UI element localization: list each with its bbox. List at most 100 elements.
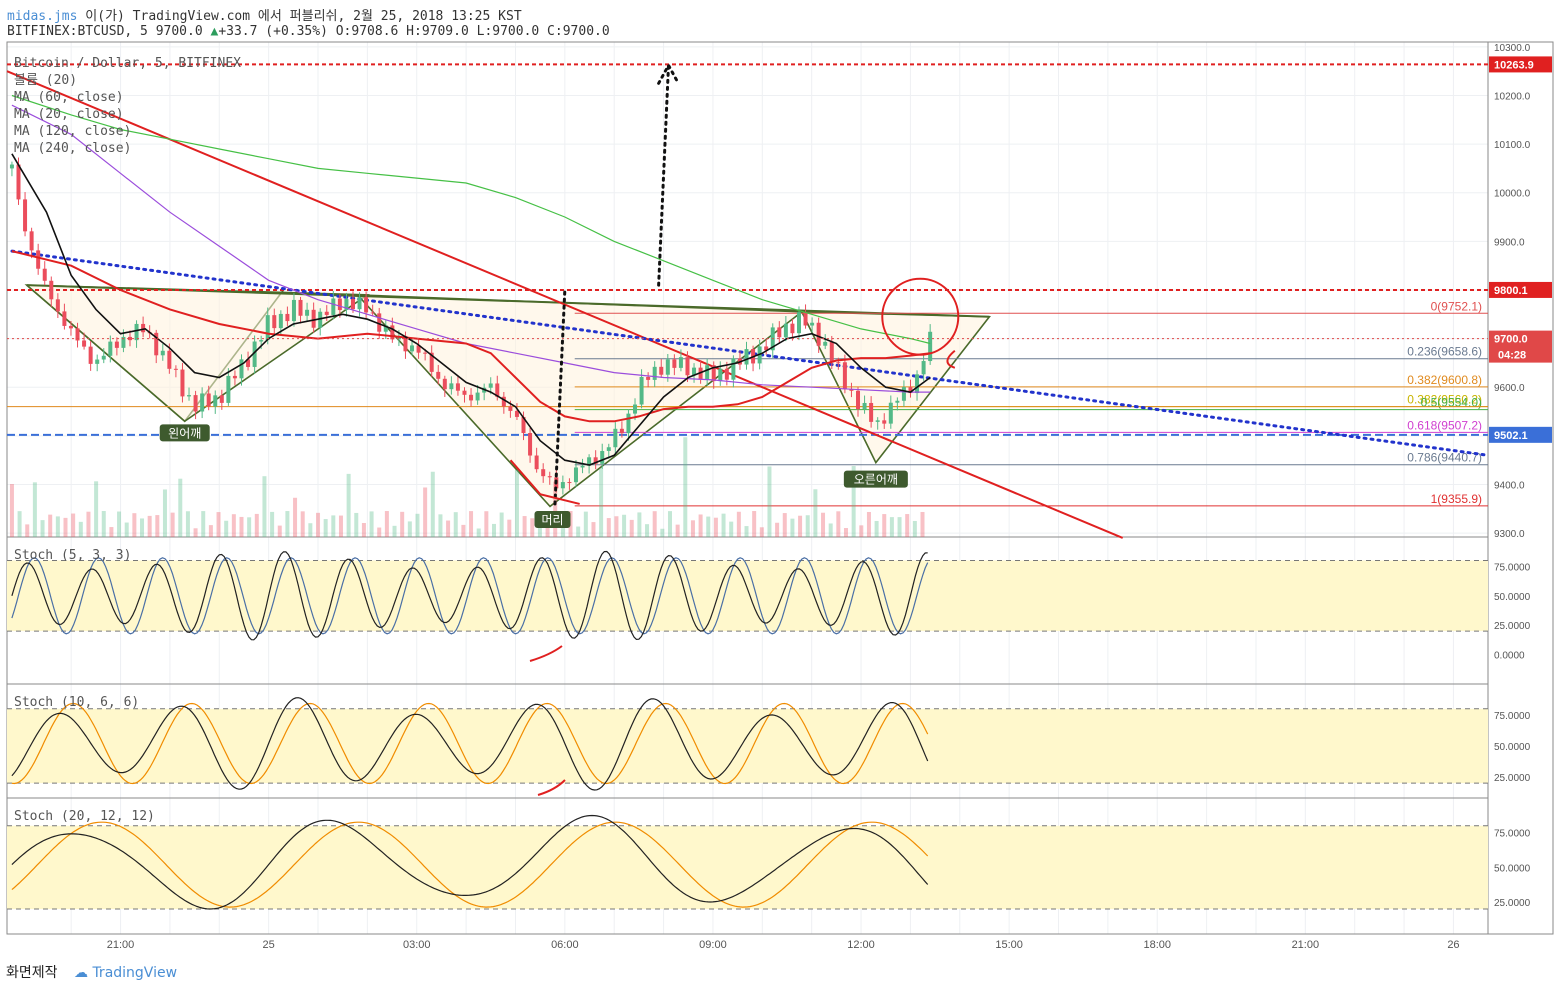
candle-body <box>108 341 113 356</box>
candle-body <box>724 368 729 380</box>
time-tick-label: 26 <box>1447 939 1459 951</box>
volume-bar <box>293 497 298 537</box>
volume-bar <box>354 512 359 537</box>
candle-body <box>213 395 218 407</box>
candle-body <box>82 340 87 347</box>
candle-body <box>862 402 867 410</box>
candle-body <box>573 467 578 483</box>
ma120-line <box>11 104 931 393</box>
candle-body <box>88 346 93 364</box>
volume-bar <box>698 514 703 537</box>
candle-body <box>75 328 80 341</box>
volume-bar <box>132 513 137 537</box>
volume-bar <box>790 518 795 537</box>
volume-bar <box>300 511 305 537</box>
volume-bar <box>469 511 474 537</box>
candle-body <box>593 457 598 464</box>
volume-bar <box>109 527 114 537</box>
price-chart[interactable]: 9300.09400.09500.09600.09700.09800.09900… <box>0 0 1554 960</box>
candle-body <box>869 402 874 422</box>
stoch-title: Stoch (5, 3, 3) <box>14 548 131 563</box>
volume-bar <box>736 511 741 537</box>
candle-body <box>521 416 526 433</box>
last-price-label: 9700.0 <box>1494 334 1528 346</box>
candle-body <box>619 428 624 434</box>
candle-body <box>95 359 100 364</box>
volume-bar <box>369 511 374 537</box>
pattern-label-text: 오른어깨 <box>854 473 898 487</box>
candle-body <box>9 164 14 169</box>
candle-body <box>895 400 900 403</box>
volume-bar <box>71 513 76 537</box>
candle-body <box>23 199 28 232</box>
candle-body <box>803 312 808 326</box>
volume-bar <box>285 511 290 537</box>
volume-bar <box>25 524 30 537</box>
stoch-k-line <box>11 814 929 910</box>
volume-bar <box>782 513 787 537</box>
dotted-target-line <box>657 63 671 287</box>
fib-level-label: 0.382(9600.8) <box>1407 373 1482 387</box>
time-tick-label: 25 <box>263 939 275 951</box>
candle-body <box>36 250 41 269</box>
candle-body <box>383 325 388 332</box>
candle-body <box>508 406 513 411</box>
volume-bar <box>316 512 321 537</box>
stoch-tick-label: 25.0000 <box>1494 773 1531 784</box>
head-triangle <box>355 293 805 508</box>
stoch-tick-label: 0.0000 <box>1494 651 1525 662</box>
volume-bar <box>690 520 695 537</box>
volume-bar <box>889 517 894 537</box>
volume-bar <box>859 525 864 537</box>
volume-bar <box>155 515 160 537</box>
price-tag <box>1489 426 1552 443</box>
candle-body <box>232 375 237 379</box>
volume-bar <box>622 514 627 537</box>
candle-body <box>901 387 906 401</box>
price-tag-label: 9502.1 <box>1494 430 1528 442</box>
stoch-d-line <box>11 821 929 908</box>
indicator-legend: 볼륨 (20) <box>14 73 77 88</box>
volume-bar <box>507 519 512 537</box>
stoch-tick-label: 25.0000 <box>1494 621 1531 632</box>
candle-body <box>416 345 421 353</box>
candle-body <box>364 297 369 313</box>
pattern-label: 오른어깨 <box>843 470 908 488</box>
highlight-circle <box>881 277 960 356</box>
volume-bar <box>614 516 619 537</box>
candle-body <box>908 387 913 394</box>
candle-body <box>239 359 244 379</box>
candle-body <box>816 322 821 346</box>
price-tag-label: 9800.1 <box>1494 285 1528 297</box>
author-link[interactable]: midas.jms <box>7 9 78 24</box>
volume-bar <box>866 511 871 537</box>
candle-body <box>68 325 73 329</box>
tradingview-brand: TradingView <box>92 965 178 981</box>
indicator-legend: MA (120, close) <box>14 124 131 139</box>
candle-body <box>567 482 572 484</box>
volume-bar <box>897 517 902 537</box>
volume-bar <box>55 516 60 537</box>
tradingview-logo[interactable]: ☁ TradingView <box>73 965 178 981</box>
stoch-tick-label: 50.0000 <box>1494 592 1531 603</box>
volume-bar <box>599 468 604 537</box>
publish-text: 이(가) TradingView.com 에서 퍼블리쉬, 2월 25, 201… <box>77 9 522 24</box>
price-tick-label: 9300.0 <box>1494 529 1525 540</box>
volume-bar <box>270 511 275 537</box>
time-tick-label: 09:00 <box>699 939 727 951</box>
price-change: +33.7 (+0.35%) <box>218 24 328 39</box>
volume-bar <box>821 512 826 537</box>
volume-bar <box>423 487 428 537</box>
candle-body <box>514 410 519 417</box>
fib-level-label: 0.618(9507.2) <box>1407 418 1482 432</box>
candle-body <box>377 313 382 332</box>
volume-bar <box>216 512 221 537</box>
candle-body <box>646 376 651 380</box>
stoch-band-fill <box>7 708 1488 784</box>
volume-bar <box>675 524 680 537</box>
candle-body <box>764 346 769 351</box>
candle-body <box>698 367 703 380</box>
candle-body <box>114 341 119 348</box>
candle-body <box>928 331 933 362</box>
volume-bar <box>94 481 99 537</box>
